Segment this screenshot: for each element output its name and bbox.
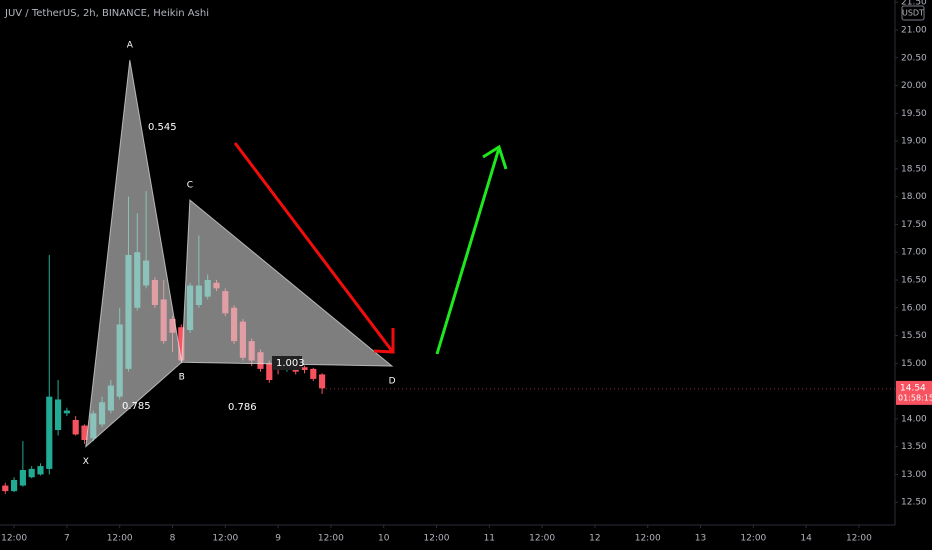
- green-arrow: [435, 144, 508, 355]
- candle-body: [266, 363, 273, 380]
- x-tick-label: 12: [589, 534, 600, 544]
- x-tick-label: 12:00: [635, 534, 661, 544]
- candle-body: [46, 396, 53, 469]
- y-tick-label: 12.50: [901, 498, 927, 508]
- candle-body: [19, 470, 26, 486]
- candle-body: [319, 374, 326, 389]
- y-tick-label: 13.00: [901, 470, 927, 480]
- pattern-point-label: D: [389, 377, 396, 387]
- candle-body: [178, 327, 185, 361]
- x-tick-label: 13: [695, 534, 706, 544]
- arrow-shaft: [435, 147, 501, 355]
- pattern-point-label: C: [187, 181, 193, 191]
- x-tick-label: 12:00: [107, 534, 133, 544]
- y-tick-label: 20.00: [901, 81, 927, 91]
- candle-body: [72, 420, 79, 435]
- y-tick-label: 19.50: [901, 109, 927, 119]
- y-tick-label: 16.50: [901, 276, 927, 286]
- x-tick-label: 14: [800, 534, 812, 544]
- x-tick-label: 11: [484, 534, 495, 544]
- arrow-shaft: [233, 142, 394, 352]
- last-price-box: [896, 380, 932, 405]
- x-tick-label: 12:00: [212, 534, 238, 544]
- candle-body: [301, 367, 308, 370]
- x-tick-label: 12:00: [318, 534, 344, 544]
- arrow-head: [482, 144, 508, 170]
- candle-body: [55, 399, 62, 430]
- ratio-label-box: [272, 356, 302, 370]
- x-tick-label: 8: [170, 534, 176, 544]
- x-tick-label: 9: [275, 534, 281, 544]
- x-tick-label: 7: [64, 534, 70, 544]
- y-tick-label: 15.50: [901, 331, 927, 341]
- plot-area: [2, 59, 394, 494]
- pattern-triangle: [85, 59, 183, 448]
- candle-body: [310, 368, 317, 379]
- candle-body: [81, 425, 88, 440]
- x-tick-label: 12:00: [740, 534, 766, 544]
- candle-body: [37, 466, 44, 475]
- candle-body: [63, 410, 70, 414]
- x-tick-label: 12:00: [424, 534, 450, 544]
- ratio-label: 0.786: [228, 402, 257, 413]
- x-tick-label: 12:00: [846, 534, 872, 544]
- pattern-triangle: [181, 198, 394, 367]
- pattern-point-label: A: [127, 41, 134, 51]
- pattern-point-label: B: [179, 373, 185, 383]
- y-tick-label: 21.00: [901, 26, 927, 36]
- ratio-labels: 0.545 0.785 0.786 1.003: [122, 122, 305, 413]
- y-tick-label: 18.00: [901, 192, 927, 202]
- candle-body: [2, 485, 9, 492]
- ratio-label: 0.785: [122, 401, 151, 412]
- y-tick-label: 17.00: [901, 248, 927, 258]
- y-tick-label: 16.00: [901, 303, 927, 313]
- red-arrow: [233, 142, 395, 354]
- x-tick-label: 10: [378, 534, 390, 544]
- y-tick-label: 19.00: [901, 137, 927, 147]
- pattern-point-label: X: [83, 457, 89, 467]
- x-tick-label: 12:00: [1, 534, 27, 544]
- y-tick-label: 18.50: [901, 164, 927, 174]
- last-price-label: 14.54: [900, 383, 926, 393]
- candle-body: [11, 480, 18, 492]
- x-tick-label: 12:00: [529, 534, 555, 544]
- currency-box: [901, 5, 925, 21]
- currency-label: USDT: [902, 9, 924, 18]
- y-tick-label: 21.50: [901, 0, 927, 8]
- y-tick-label: 14.00: [901, 414, 927, 424]
- ratio-label: 1.003: [276, 358, 305, 369]
- ratio-label: 0.545: [148, 122, 177, 133]
- y-tick-label: 20.50: [901, 53, 927, 63]
- countdown-label: 01:58:15: [898, 393, 932, 402]
- y-tick-label: 17.50: [901, 220, 927, 230]
- candle-body: [28, 468, 35, 478]
- arrow-head: [373, 328, 395, 354]
- y-tick-label: 13.50: [901, 442, 927, 452]
- chart-title: JUV / TetherUS, 2h, BINANCE, Heikin Ashi: [4, 8, 209, 19]
- y-tick-label: 15.00: [901, 359, 927, 369]
